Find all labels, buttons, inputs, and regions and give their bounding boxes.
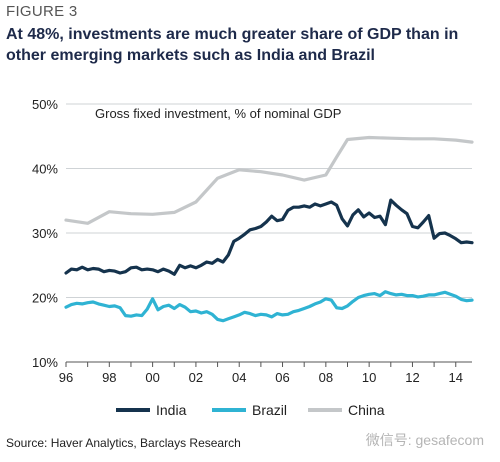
headline-line-1: At 48%, investments are much greater sha… xyxy=(6,26,459,43)
x-tick-label: 00 xyxy=(145,370,159,385)
x-tick-label: 08 xyxy=(319,370,333,385)
y-tick-label: 40% xyxy=(32,162,58,177)
x-tick-label: 10 xyxy=(362,370,376,385)
x-tick-label: 98 xyxy=(102,370,116,385)
figure-label: FIGURE 3 xyxy=(6,3,78,20)
series-lines xyxy=(64,135,474,323)
series-line-brazil xyxy=(64,290,474,323)
x-tick-label: 06 xyxy=(275,370,289,385)
gridlines xyxy=(66,103,472,363)
x-tick-label: 02 xyxy=(189,370,203,385)
y-tick-label: 30% xyxy=(32,226,58,241)
legend-label-india: India xyxy=(156,402,187,418)
source-note: Source: Haver Analytics, Barclays Resear… xyxy=(6,436,241,450)
axes: 10% 20% 30% 40% 50% 96 98 00 02 04 06 08 10 12 14 xyxy=(32,97,472,385)
x-tick-label: 96 xyxy=(59,370,73,385)
y-tick-label: 20% xyxy=(32,291,58,306)
y-tick-label: 10% xyxy=(32,355,58,370)
legend: India Brazil China xyxy=(116,402,385,418)
legend-label-china: China xyxy=(348,402,385,418)
y-tick-label: 50% xyxy=(32,97,58,112)
legend-label-brazil: Brazil xyxy=(252,402,287,418)
x-tick-label: 14 xyxy=(449,370,463,385)
chart-title: Gross fixed investment, % of nominal GDP xyxy=(95,106,341,121)
series-line-india xyxy=(64,198,474,276)
wechat-watermark: 微信号: gesafecom xyxy=(365,432,484,448)
x-tick-label: 12 xyxy=(405,370,419,385)
series-line-china xyxy=(64,135,474,225)
x-tick-label: 04 xyxy=(232,370,246,385)
chart-headline: At 48%, investments are much greater sha… xyxy=(6,24,494,66)
headline-line-2: other emerging markets such as India and… xyxy=(6,47,375,64)
